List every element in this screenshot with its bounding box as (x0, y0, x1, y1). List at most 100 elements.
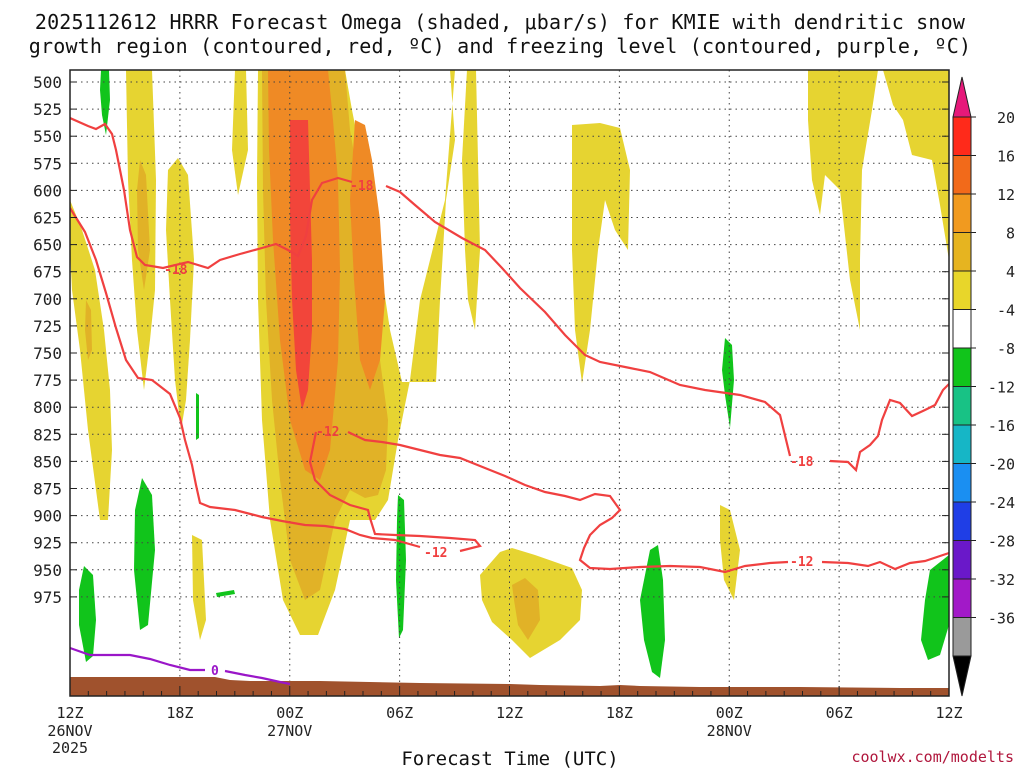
colorbar-label: 4 (1006, 263, 1015, 281)
omega-region (290, 120, 312, 410)
dgz-contour-line (347, 431, 789, 574)
y-tick-label: 950 (33, 561, 62, 580)
colorbar-label: 12 (997, 186, 1015, 204)
dgz-contour-line (385, 184, 792, 457)
y-tick-label: 625 (33, 209, 62, 228)
y-tick-label: 850 (33, 452, 62, 471)
contours (70, 116, 949, 686)
omega-region (350, 120, 385, 390)
dgz-contour-line (821, 551, 949, 571)
omega-region (216, 590, 235, 597)
y-tick-label: 975 (33, 588, 62, 607)
omega-region (134, 478, 155, 630)
omega-region (921, 555, 949, 660)
colorbar-top-arrow (952, 76, 972, 118)
colorbar: 20 16 12 8 4 -4 -8 -12 -16 -20 -24 -28 -32 -36 (952, 76, 1015, 697)
contour-label: -12 (316, 425, 339, 440)
colorbar-label: -32 (988, 571, 1015, 589)
dgz-contour-line (70, 116, 353, 270)
x-date-label: 27NOV (267, 722, 312, 740)
x-tick-label: 00Z (276, 704, 303, 722)
omega-region (396, 495, 406, 638)
contour-label: -18 (790, 455, 814, 470)
colorbar-label: -24 (988, 494, 1015, 512)
chart-title-line1: 2025112612 HRRR Forecast Omega (shaded, … (34, 10, 966, 34)
colorbar-label: -12 (988, 379, 1015, 397)
contour-labels: -18 -18 -12 -12 -18 -12 0 (164, 179, 814, 679)
colorbar-swatch (952, 540, 972, 580)
colorbar-label: 8 (1006, 225, 1015, 243)
omega-region (166, 158, 194, 430)
colorbar-label: -8 (997, 340, 1015, 358)
omega-region (196, 393, 199, 440)
omega-region (808, 70, 878, 330)
y-tick-label: 575 (33, 154, 62, 173)
colorbar-swatch (952, 463, 972, 503)
y-tick-label: 550 (33, 127, 62, 146)
colorbar-label: -36 (988, 610, 1015, 628)
colorbar-swatch (952, 155, 972, 195)
omega-region (192, 535, 206, 640)
omega-region (137, 160, 150, 290)
colorbar-label: -20 (988, 456, 1015, 474)
x-tick-label: 18Z (606, 704, 633, 722)
omega-region (720, 505, 740, 600)
omega-region (883, 70, 949, 260)
freezing-level-line (224, 669, 291, 686)
colorbar-swatch (952, 270, 972, 310)
chart-title-line2: growth region (contoured, red, ºC) and f… (28, 34, 972, 58)
colorbar-label: 16 (997, 148, 1015, 166)
dgz-contour-line (308, 431, 482, 553)
omega-region (100, 70, 110, 135)
y-tick-label: 825 (33, 425, 62, 444)
contour-label: 0 (211, 664, 219, 679)
omega-region (232, 70, 248, 195)
colorbar-swatch (952, 347, 972, 387)
dgz-contour-line (829, 383, 949, 473)
y-tick-label: 500 (33, 73, 62, 92)
y-axis: 500 525 550 575 600 625 650 675 700 725 750 775 800 8… (33, 73, 949, 607)
colorbar-swatch (952, 578, 972, 618)
omega-region (462, 70, 480, 330)
x-date-label: 28NOV (707, 722, 752, 740)
y-tick-label: 600 (33, 181, 62, 200)
x-date-label: 26NOV (47, 722, 92, 740)
colorbar-swatch (952, 232, 972, 272)
contour-label: -12 (424, 546, 447, 561)
colorbar-swatch (952, 501, 972, 541)
colorbar-swatch (952, 309, 972, 349)
y-tick-label: 525 (33, 100, 62, 119)
x-tick-label: 12Z (935, 704, 962, 722)
y-tick-label: 775 (33, 371, 62, 390)
x-tick-label: 06Z (386, 704, 413, 722)
omega-region (640, 545, 665, 678)
y-tick-label: 875 (33, 480, 62, 499)
x-axis-title: Forecast Time (UTC) (401, 748, 618, 768)
omega-region (70, 200, 112, 520)
y-tick-label: 750 (33, 344, 62, 363)
contour-label: -18 (164, 263, 188, 278)
omega-region (572, 123, 630, 383)
grid (70, 70, 949, 696)
x-tick-label: 12Z (56, 704, 83, 722)
contour-label: -12 (790, 555, 813, 570)
colorbar-swatch (952, 193, 972, 233)
y-tick-label: 900 (33, 507, 62, 526)
y-tick-label: 725 (33, 317, 62, 336)
omega-region (85, 300, 92, 360)
colorbar-label: -28 (988, 533, 1015, 551)
x-tick-label: 00Z (716, 704, 743, 722)
credit-text: coolwx.com/modelts (851, 748, 1014, 766)
colorbar-swatch (952, 116, 972, 156)
colorbar-label: -4 (997, 302, 1015, 320)
omega-region (722, 338, 734, 428)
colorbar-label: 20 (997, 109, 1015, 127)
x-year-label: 2025 (52, 739, 88, 757)
contour-label: -18 (350, 179, 374, 194)
colorbar-swatch (952, 386, 972, 426)
y-tick-label: 675 (33, 263, 62, 282)
colorbar-label: -16 (988, 417, 1015, 435)
dgz-contour-line (70, 207, 421, 549)
